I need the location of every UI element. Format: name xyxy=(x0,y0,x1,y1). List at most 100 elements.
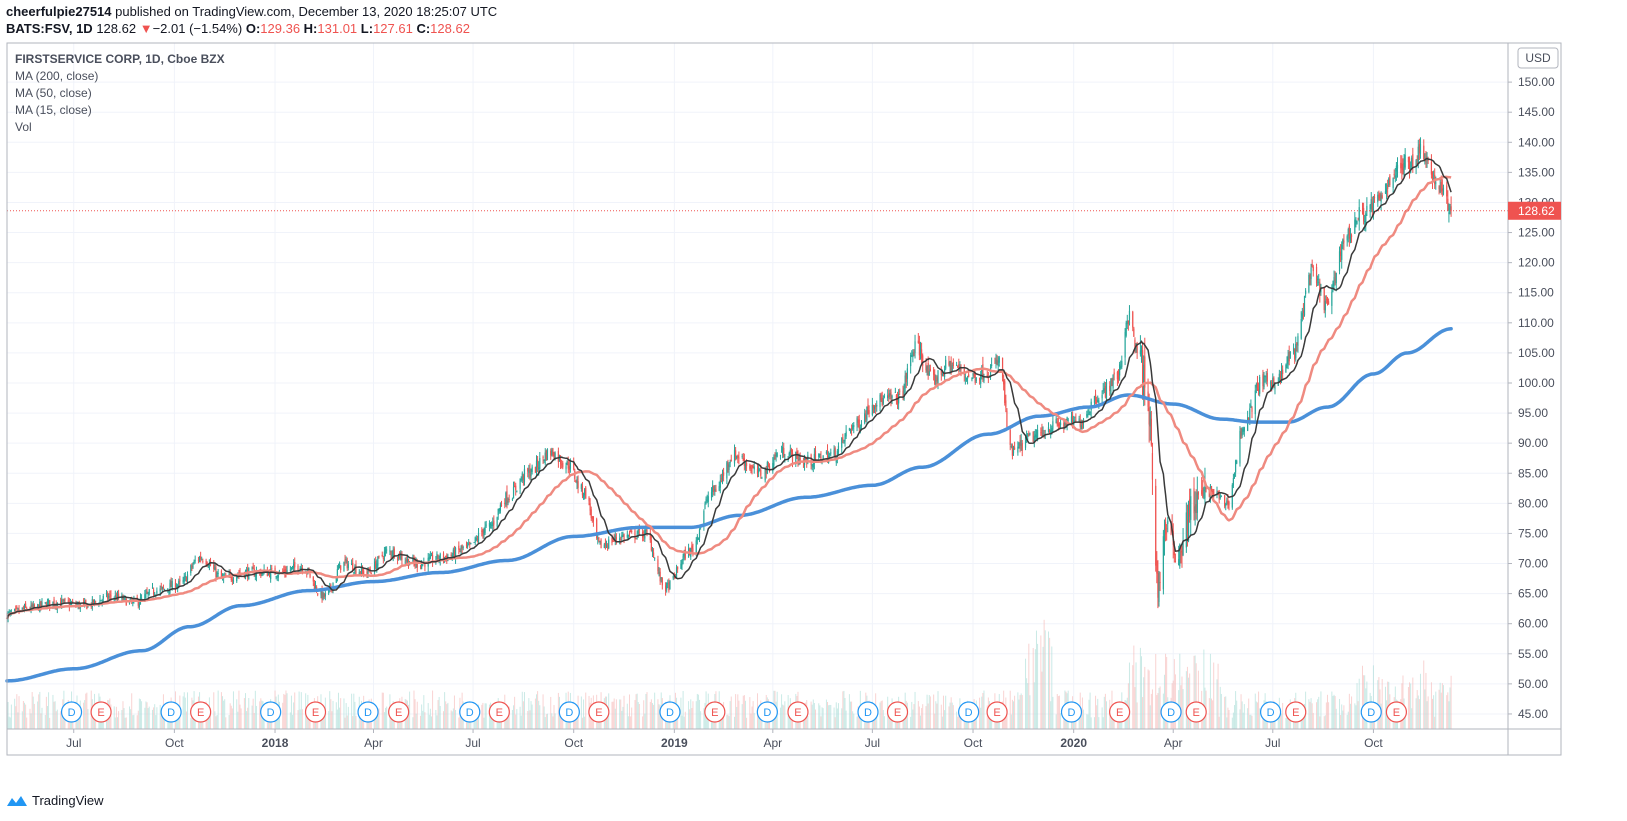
volume-bar xyxy=(1096,705,1098,729)
open-value: 129.36 xyxy=(260,21,301,36)
earnings-marker[interactable]: E xyxy=(787,701,809,723)
dividend-marker[interactable]: D xyxy=(558,701,580,723)
volume-bar xyxy=(1010,714,1012,729)
earnings-marker[interactable]: E xyxy=(190,701,212,723)
candle-body xyxy=(980,376,982,384)
candle-body xyxy=(1349,236,1352,241)
volume-bar xyxy=(1259,708,1261,729)
earnings-marker[interactable]: E xyxy=(1285,701,1307,723)
volume-bar xyxy=(1343,705,1345,729)
dividend-marker[interactable]: D xyxy=(60,701,83,723)
candle-body xyxy=(186,574,189,581)
dividend-marker[interactable]: D xyxy=(756,701,778,723)
earnings-marker[interactable]: E xyxy=(704,701,726,723)
legend-ma15[interactable]: MA (15, close) xyxy=(15,103,92,117)
candle-body xyxy=(85,599,87,604)
earnings-marker[interactable]: E xyxy=(886,701,909,723)
author-name[interactable]: cheerfulpie27514 xyxy=(6,4,112,19)
volume-bar xyxy=(646,692,648,729)
ohlc-line: BATS:FSV, 1D 128.62 ▼−2.01 (−1.54%) O:12… xyxy=(6,21,470,36)
dividend-marker[interactable]: D xyxy=(260,701,282,723)
dividend-marker[interactable]: D xyxy=(1160,701,1182,723)
earnings-marker[interactable]: E xyxy=(1185,701,1207,723)
candle-body xyxy=(1141,350,1144,396)
footer-brand[interactable]: TradingView xyxy=(6,793,104,808)
volume-bar xyxy=(644,713,646,729)
candle-body xyxy=(911,354,913,357)
volume-bar xyxy=(223,700,225,729)
dividend-marker[interactable]: D xyxy=(1259,701,1282,723)
volume-bar xyxy=(933,694,935,729)
candle-body xyxy=(813,453,815,464)
candle-body xyxy=(727,464,729,468)
candle-body xyxy=(975,377,977,381)
y-tick-label: 85.00 xyxy=(1518,466,1548,480)
dividend-marker[interactable]: D xyxy=(459,701,481,723)
earnings-marker[interactable]: E xyxy=(588,701,610,723)
candle-body xyxy=(528,469,530,473)
candle-body xyxy=(749,465,751,469)
candle-body xyxy=(797,454,799,464)
dividend-marker[interactable]: D xyxy=(1360,701,1382,723)
candle-body xyxy=(680,563,682,569)
candle-body xyxy=(1111,379,1113,386)
candle-body xyxy=(1082,419,1085,423)
earnings-marker[interactable]: E xyxy=(1109,701,1131,723)
legend-ma50[interactable]: MA (50, close) xyxy=(15,86,92,100)
candle-body xyxy=(997,360,999,367)
event-marker-label: D xyxy=(864,707,872,719)
candle-body xyxy=(54,604,56,607)
volume-bar xyxy=(381,692,383,729)
volume-bar xyxy=(335,702,337,729)
earnings-marker[interactable]: E xyxy=(1385,701,1408,723)
volume-bar xyxy=(1195,663,1197,729)
candle-body xyxy=(231,579,233,581)
dividend-marker[interactable]: D xyxy=(857,701,879,723)
dividend-marker[interactable]: D xyxy=(659,701,681,723)
volume-bar xyxy=(1256,702,1258,729)
candle-body xyxy=(1157,573,1159,598)
volume-bar xyxy=(213,692,215,729)
volume-bar xyxy=(346,715,348,729)
event-marker-circle xyxy=(1109,701,1131,723)
candle-body xyxy=(1254,390,1256,415)
volume-bar xyxy=(182,696,184,729)
candle-body xyxy=(1408,158,1411,170)
volume-bar xyxy=(1331,691,1333,729)
candle-body xyxy=(798,459,800,461)
volume-bar xyxy=(118,711,120,729)
candle-body xyxy=(1094,394,1097,401)
dividend-marker[interactable]: D xyxy=(160,701,182,723)
candle-body xyxy=(1247,417,1249,431)
volume-bar xyxy=(420,715,422,729)
volume-bar xyxy=(1042,646,1044,729)
earnings-marker[interactable]: E xyxy=(986,701,1008,723)
candle-body xyxy=(841,438,843,448)
volume-bar xyxy=(1430,682,1432,729)
candle-body xyxy=(585,487,587,499)
candle-body xyxy=(704,503,706,510)
volume-bar xyxy=(78,712,80,729)
dividend-marker[interactable]: D xyxy=(357,701,379,723)
candle-body xyxy=(184,575,186,578)
earnings-marker[interactable]: E xyxy=(388,701,410,723)
dividend-marker[interactable]: D xyxy=(1060,701,1083,723)
volume-bar xyxy=(1312,712,1314,729)
legend-ma200[interactable]: MA (200, close) xyxy=(15,69,99,83)
earnings-marker[interactable]: E xyxy=(90,701,112,723)
candle-body xyxy=(544,452,546,461)
volume-bar xyxy=(822,708,824,729)
legend-vol[interactable]: Vol xyxy=(15,120,32,134)
earnings-marker[interactable]: E xyxy=(488,701,510,723)
earnings-marker[interactable]: E xyxy=(304,701,327,723)
candle-body xyxy=(91,599,93,608)
volume-bar xyxy=(560,713,562,729)
volume-bar xyxy=(21,711,23,729)
candle-body xyxy=(775,454,777,457)
volume-bar xyxy=(1078,717,1080,729)
volume-bar xyxy=(145,701,147,729)
volume-bar xyxy=(53,701,55,729)
candle-body xyxy=(1167,520,1169,525)
dividend-marker[interactable]: D xyxy=(958,701,980,723)
